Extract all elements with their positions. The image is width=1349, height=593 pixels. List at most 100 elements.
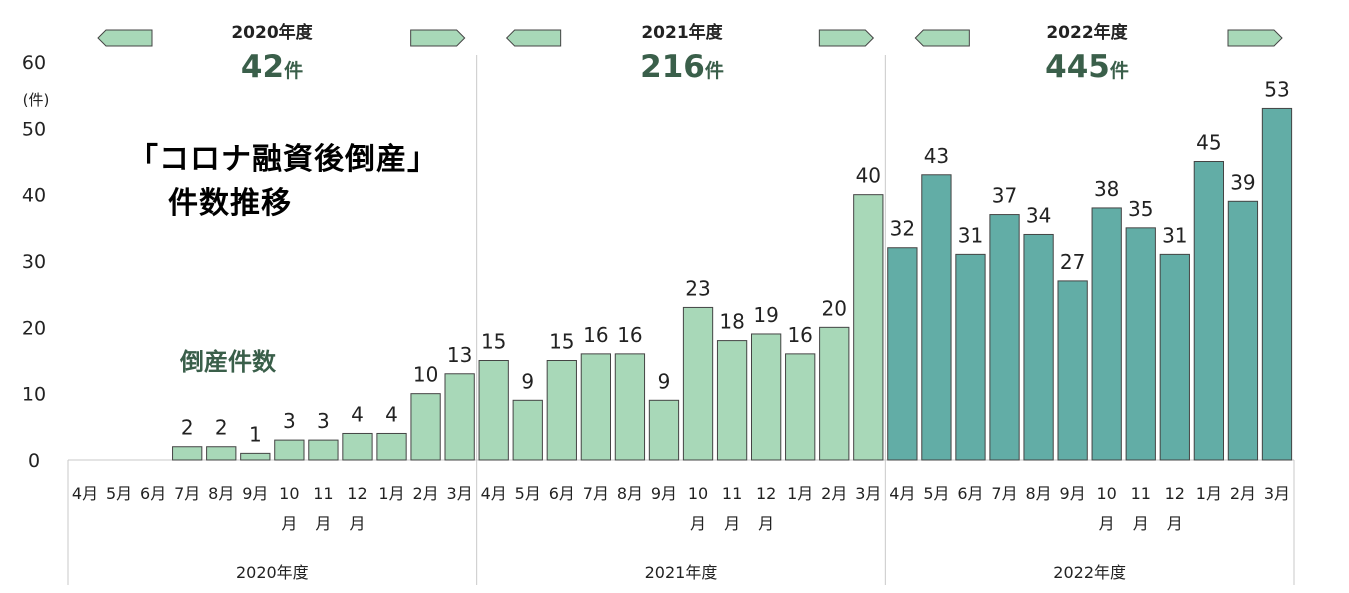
bar [274, 439, 305, 461]
chart-title: 「コロナ融資後倒産」 件数推移 [128, 138, 438, 226]
bar [819, 326, 850, 461]
bar [1261, 107, 1293, 461]
y-tick-label: 50 [22, 118, 46, 140]
bar-value-label: 37 [992, 184, 1017, 208]
arrow-right-icon [818, 29, 875, 47]
bar-value-label: 2 [215, 416, 228, 440]
x-tick-label: 月 [281, 514, 297, 533]
year-header-name: 2021年度 [641, 23, 723, 43]
bar-value-label: 43 [924, 144, 949, 168]
bar-value-label: 13 [447, 343, 472, 367]
y-tick-label: 20 [22, 317, 46, 339]
bar-value-label: 4 [351, 402, 364, 426]
arrow-left-icon [914, 29, 970, 47]
arrow-left-icon [97, 29, 153, 47]
x-tick-label: 8月 [1025, 484, 1051, 503]
x-tick-label: 月 [1167, 514, 1183, 533]
bar [785, 353, 816, 461]
bar-value-label: 4 [385, 402, 398, 426]
bar [308, 439, 339, 461]
bar [853, 194, 884, 461]
bar-value-label: 3 [283, 409, 296, 433]
bar [1057, 280, 1088, 461]
x-group-label: 2021年度 [645, 563, 718, 582]
year-total: 445件 [937, 49, 1237, 85]
bar [614, 353, 646, 461]
year-header-2022: 2022年度 445件 [937, 0, 1237, 85]
x-tick-label: 5月 [515, 484, 541, 503]
year-total: 216件 [532, 49, 832, 85]
x-tick-label: 9月 [242, 484, 268, 503]
x-tick-label: 11 [1131, 484, 1151, 503]
bar-value-label: 35 [1128, 197, 1153, 221]
x-tick-label: 1月 [378, 484, 404, 503]
bar [682, 306, 714, 461]
bar-value-label: 40 [856, 164, 881, 188]
y-unit-label: (件) [23, 91, 50, 109]
bar-value-label: 15 [481, 330, 506, 354]
bar [546, 360, 577, 461]
x-tick-label: 10 [1097, 484, 1117, 503]
year-total: 42件 [122, 49, 422, 85]
x-tick-label: 月 [315, 514, 331, 533]
bar-value-label: 31 [1162, 223, 1187, 247]
x-tick-label: 2月 [412, 484, 438, 503]
series-label: 倒産件数 [180, 348, 276, 376]
x-group-label: 2022年度 [1053, 563, 1126, 582]
x-tick-label: 月 [724, 514, 740, 533]
chart-title-line1: 「コロナ融資後倒産」 [128, 142, 438, 177]
x-tick-label: 7月 [991, 484, 1017, 503]
year-total-value: 216 [640, 49, 705, 85]
x-tick-label: 月 [758, 514, 774, 533]
x-tick-label: 月 [690, 514, 706, 533]
x-tick-label: 10 [688, 484, 708, 503]
x-tick-label: 12 [756, 484, 776, 503]
x-tick-label: 1月 [787, 484, 813, 503]
bar [580, 353, 612, 461]
bar [1227, 200, 1259, 461]
x-tick-label: 3月 [1264, 484, 1290, 503]
y-tick-label: 60 [22, 52, 46, 74]
year-header-name: 2020年度 [231, 23, 313, 43]
bar [478, 360, 509, 461]
bar [376, 432, 407, 461]
bar-value-label: 20 [822, 296, 847, 320]
bar-value-label: 39 [1230, 170, 1255, 194]
y-tick-label: 30 [22, 251, 46, 273]
x-tick-label: 7月 [583, 484, 609, 503]
bar-value-label: 2 [181, 416, 194, 440]
bar [1125, 227, 1156, 461]
bar [1193, 161, 1225, 461]
bar-value-label: 3 [317, 409, 330, 433]
bar [887, 247, 918, 461]
bar [955, 253, 986, 461]
x-tick-label: 2月 [1230, 484, 1256, 503]
bar [716, 340, 748, 461]
bar [1023, 233, 1054, 461]
bar-value-label: 45 [1196, 131, 1221, 155]
bar [512, 399, 543, 461]
bar [648, 399, 680, 461]
bar [410, 393, 441, 461]
year-total-value: 42 [240, 49, 285, 85]
bar [206, 446, 237, 461]
x-tick-label: 11 [313, 484, 333, 503]
bar [342, 432, 373, 461]
x-tick-label: 2月 [821, 484, 847, 503]
bar-value-label: 1 [249, 422, 262, 446]
year-total-unit: 件 [704, 60, 724, 82]
y-tick-label: 0 [28, 450, 40, 472]
x-tick-label: 1月 [1196, 484, 1222, 503]
bar-value-label: 32 [890, 217, 915, 241]
bar [750, 333, 782, 461]
year-header-2021: 2021年度 216件 [532, 0, 832, 85]
y-tick-label: 10 [22, 384, 46, 406]
bar-value-label: 16 [583, 323, 608, 347]
arrow-right-icon [410, 29, 466, 47]
year-total-unit: 件 [1109, 60, 1129, 82]
x-tick-label: 月 [1099, 514, 1115, 533]
x-tick-label: 11 [722, 484, 742, 503]
bar-value-label: 19 [753, 303, 778, 327]
x-tick-label: 12 [1165, 484, 1185, 503]
x-tick-label: 4月 [72, 484, 98, 503]
